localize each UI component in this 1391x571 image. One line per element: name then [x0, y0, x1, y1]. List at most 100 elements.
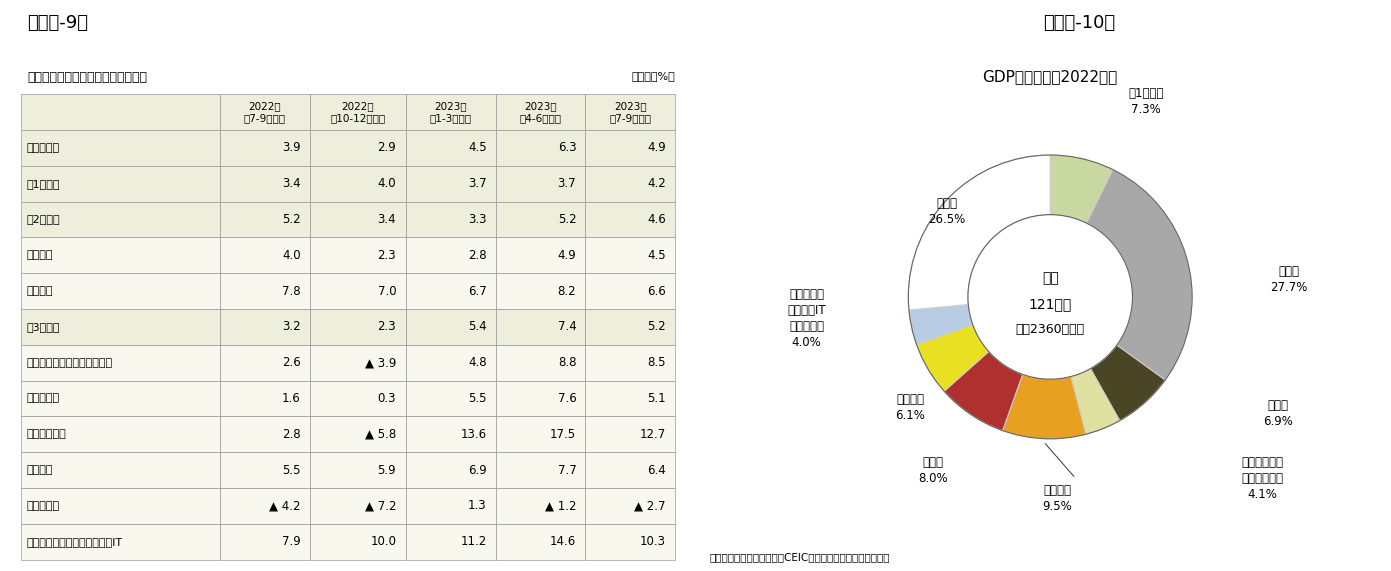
- Bar: [220, 94, 310, 130]
- Text: 7.0: 7.0: [377, 284, 396, 297]
- Bar: [406, 166, 495, 202]
- Text: 7.6: 7.6: [558, 392, 576, 405]
- Bar: [220, 488, 310, 524]
- Text: 宿泊飲食業: 宿泊飲食業: [26, 429, 67, 439]
- Wedge shape: [1091, 345, 1166, 421]
- Wedge shape: [1071, 369, 1120, 434]
- Bar: [586, 238, 675, 273]
- Text: 2.3: 2.3: [377, 249, 396, 262]
- Bar: [495, 238, 586, 273]
- Bar: [495, 488, 586, 524]
- Bar: [310, 273, 406, 309]
- Text: ▲ 3.9: ▲ 3.9: [364, 356, 396, 369]
- Bar: [586, 94, 675, 130]
- Text: （図表-9）: （図表-9）: [28, 14, 88, 33]
- Text: 2022年
（7-9月期）: 2022年 （7-9月期）: [243, 101, 285, 123]
- Bar: [586, 202, 675, 238]
- Bar: [21, 452, 220, 488]
- Text: 3.7: 3.7: [467, 177, 487, 190]
- Text: 3.7: 3.7: [558, 177, 576, 190]
- Text: 1.6: 1.6: [282, 392, 300, 405]
- Text: その他
26.5%: その他 26.5%: [928, 198, 965, 226]
- Text: 6.4: 6.4: [647, 464, 666, 477]
- Bar: [495, 524, 586, 560]
- Bar: [220, 130, 310, 166]
- Bar: [21, 130, 220, 166]
- Text: 5.2: 5.2: [282, 213, 300, 226]
- Bar: [21, 202, 220, 238]
- Bar: [495, 345, 586, 381]
- Text: 10.3: 10.3: [640, 535, 666, 548]
- Bar: [406, 238, 495, 273]
- Wedge shape: [1050, 155, 1113, 223]
- Bar: [310, 524, 406, 560]
- Text: ▲ 5.8: ▲ 5.8: [364, 428, 396, 441]
- Text: 卸小売業
9.5%: 卸小売業 9.5%: [1042, 484, 1072, 513]
- Bar: [406, 416, 495, 452]
- Bar: [310, 238, 406, 273]
- Bar: [21, 345, 220, 381]
- Text: 11.2: 11.2: [460, 535, 487, 548]
- Text: 4.5: 4.5: [647, 249, 666, 262]
- Bar: [586, 273, 675, 309]
- Text: 不動産業: 不動産業: [26, 501, 60, 511]
- Bar: [495, 452, 586, 488]
- Bar: [406, 94, 495, 130]
- Text: 3.2: 3.2: [282, 320, 300, 333]
- Bar: [495, 166, 586, 202]
- Text: （図表-10）: （図表-10）: [1043, 14, 1116, 33]
- Text: 7.7: 7.7: [558, 464, 576, 477]
- Text: 6.6: 6.6: [647, 284, 666, 297]
- Bar: [310, 130, 406, 166]
- Bar: [586, 488, 675, 524]
- Text: 製造業: 製造業: [26, 250, 53, 260]
- Bar: [495, 309, 586, 345]
- Bar: [220, 273, 310, 309]
- Text: 14.6: 14.6: [549, 535, 576, 548]
- Text: 卸小売業: 卸小売業: [26, 393, 60, 404]
- Text: 5.9: 5.9: [377, 464, 396, 477]
- Bar: [586, 345, 675, 381]
- Text: 4.9: 4.9: [647, 142, 666, 154]
- Text: 交通・運輸・倉庫・郵便業: 交通・運輸・倉庫・郵便業: [26, 357, 113, 368]
- Text: 5.5: 5.5: [282, 464, 300, 477]
- Wedge shape: [908, 155, 1050, 310]
- Bar: [21, 166, 220, 202]
- Bar: [406, 345, 495, 381]
- Wedge shape: [917, 325, 989, 391]
- Wedge shape: [1086, 170, 1192, 380]
- Text: 121兆元: 121兆元: [1028, 297, 1072, 311]
- Text: 8.5: 8.5: [647, 356, 666, 369]
- Text: （資料）中国国家統計局、CEICよりニッセイ基礎研究所作成: （資料）中国国家統計局、CEICよりニッセイ基礎研究所作成: [709, 552, 890, 562]
- Text: 5.1: 5.1: [647, 392, 666, 405]
- Bar: [21, 273, 220, 309]
- Text: 第1次産業: 第1次産業: [26, 179, 60, 188]
- Text: 2.6: 2.6: [282, 356, 300, 369]
- Text: 4.0: 4.0: [282, 249, 300, 262]
- Text: 合計: 合計: [1042, 271, 1059, 286]
- Bar: [220, 524, 310, 560]
- Text: 17.5: 17.5: [551, 428, 576, 441]
- Bar: [495, 381, 586, 416]
- Text: 第3次産業: 第3次産業: [26, 322, 60, 332]
- Bar: [220, 416, 310, 452]
- Text: 4.8: 4.8: [467, 356, 487, 369]
- Bar: [586, 309, 675, 345]
- Bar: [21, 309, 220, 345]
- Text: 0.3: 0.3: [378, 392, 396, 405]
- Bar: [310, 309, 406, 345]
- Bar: [310, 94, 406, 130]
- Text: 交通・運輸・
倉庫・郵便業
4.1%: 交通・運輸・ 倉庫・郵便業 4.1%: [1242, 456, 1284, 501]
- Bar: [495, 94, 586, 130]
- Text: 8.2: 8.2: [558, 284, 576, 297]
- Bar: [586, 452, 675, 488]
- Text: 3.4: 3.4: [282, 177, 300, 190]
- Text: 2.3: 2.3: [377, 320, 396, 333]
- Bar: [310, 166, 406, 202]
- Text: 第1次産業
7.3%: 第1次産業 7.3%: [1128, 87, 1164, 115]
- Text: 5.2: 5.2: [558, 213, 576, 226]
- Text: 金融業: 金融業: [26, 465, 53, 475]
- Text: （約2360兆円）: （約2360兆円）: [1015, 323, 1085, 336]
- Bar: [21, 488, 220, 524]
- Bar: [220, 345, 310, 381]
